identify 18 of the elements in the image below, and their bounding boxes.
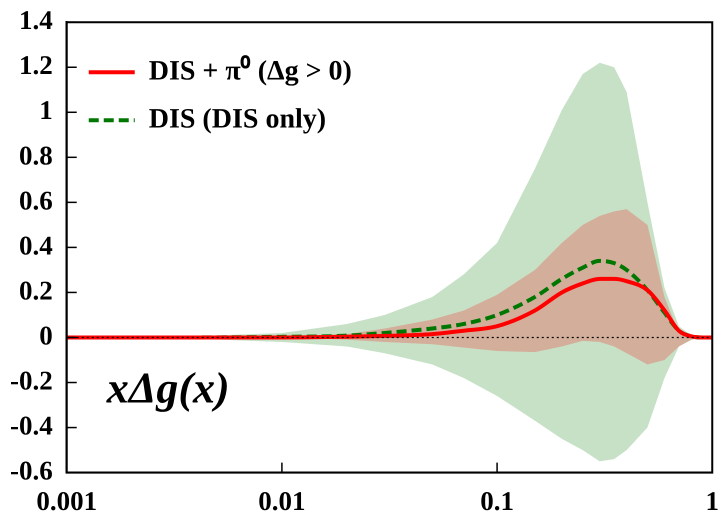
y-tick-label: 1.4 — [18, 5, 53, 36]
x-tick-label: 0.01 — [258, 486, 306, 516]
x-tick-label: 0.001 — [36, 486, 98, 516]
y-tick-label: -0.6 — [10, 456, 53, 486]
legend-label: DIS (DIS only) — [148, 103, 326, 134]
legend-label: DIS + π⁰ (Δg > 0) — [148, 54, 352, 86]
y-tick-label: 0.2 — [18, 275, 53, 306]
y-tick-label: 0.4 — [18, 230, 53, 260]
y-tick-label: 1 — [39, 95, 53, 126]
y-tick-label: 0 — [39, 320, 53, 350]
y-tick-label: -0.2 — [10, 365, 53, 396]
x-tick-label: 0.1 — [480, 486, 514, 516]
x-tick-label: 1 — [706, 486, 719, 516]
y-tick-label: 0.6 — [18, 185, 53, 216]
y-tick-label: 1.2 — [18, 50, 53, 80]
y-tick-label: -0.4 — [10, 410, 53, 441]
y-tick-label: 0.8 — [18, 140, 53, 170]
annotation: xΔg(x) — [106, 364, 230, 413]
